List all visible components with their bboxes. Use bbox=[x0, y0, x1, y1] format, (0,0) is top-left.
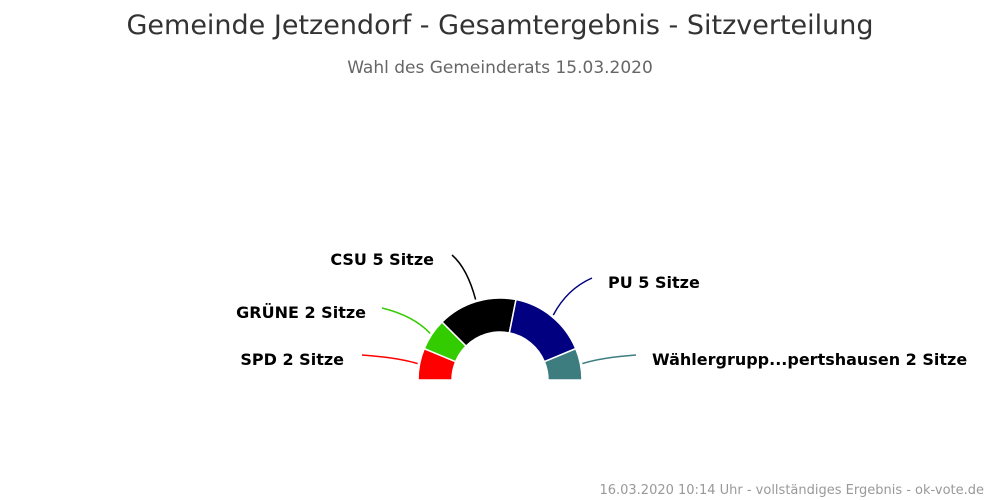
connector-pu bbox=[552, 277, 593, 316]
label-waehlergrupp-pertshausen: Wählergrupp...pertshausen 2 Sitze bbox=[652, 350, 967, 369]
label-csu: CSU 5 Sitze bbox=[330, 250, 434, 269]
label-spd: SPD 2 Sitze bbox=[240, 350, 344, 369]
connector-gruene bbox=[381, 307, 431, 334]
credits-text: 16.03.2020 10:14 Uhr - vollständiges Erg… bbox=[599, 483, 984, 498]
chart-subtitle: Wahl des Gemeinderats 15.03.2020 bbox=[347, 58, 653, 78]
connector-csu bbox=[451, 254, 477, 300]
chart-title: Gemeinde Jetzendorf - Gesamtergebnis - S… bbox=[126, 10, 874, 41]
label-pu: PU 5 Sitze bbox=[608, 273, 700, 292]
connector-waehlergrupp-pertshausen bbox=[582, 354, 637, 365]
slice-waehlergrupp-pertshausen[interactable] bbox=[543, 347, 583, 381]
label-gruene: GRÜNE 2 Sitze bbox=[236, 303, 366, 322]
connector-spd bbox=[361, 354, 418, 365]
